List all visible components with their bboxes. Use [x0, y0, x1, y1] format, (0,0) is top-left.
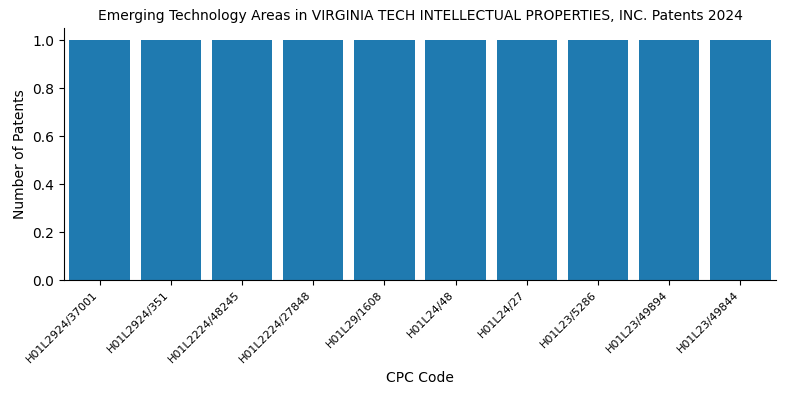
X-axis label: CPC Code: CPC Code — [386, 370, 454, 384]
Bar — [426, 40, 486, 280]
Bar — [497, 40, 557, 280]
Bar — [354, 40, 414, 280]
Title: Emerging Technology Areas in VIRGINIA TECH INTELLECTUAL PROPERTIES, INC. Patents: Emerging Technology Areas in VIRGINIA TE… — [98, 9, 742, 23]
Bar — [568, 40, 628, 280]
Y-axis label: Number of Patents: Number of Patents — [13, 89, 26, 219]
Bar — [212, 40, 272, 280]
Bar — [141, 40, 201, 280]
Bar — [639, 40, 699, 280]
Bar — [283, 40, 343, 280]
Bar — [70, 40, 130, 280]
Bar — [710, 40, 770, 280]
